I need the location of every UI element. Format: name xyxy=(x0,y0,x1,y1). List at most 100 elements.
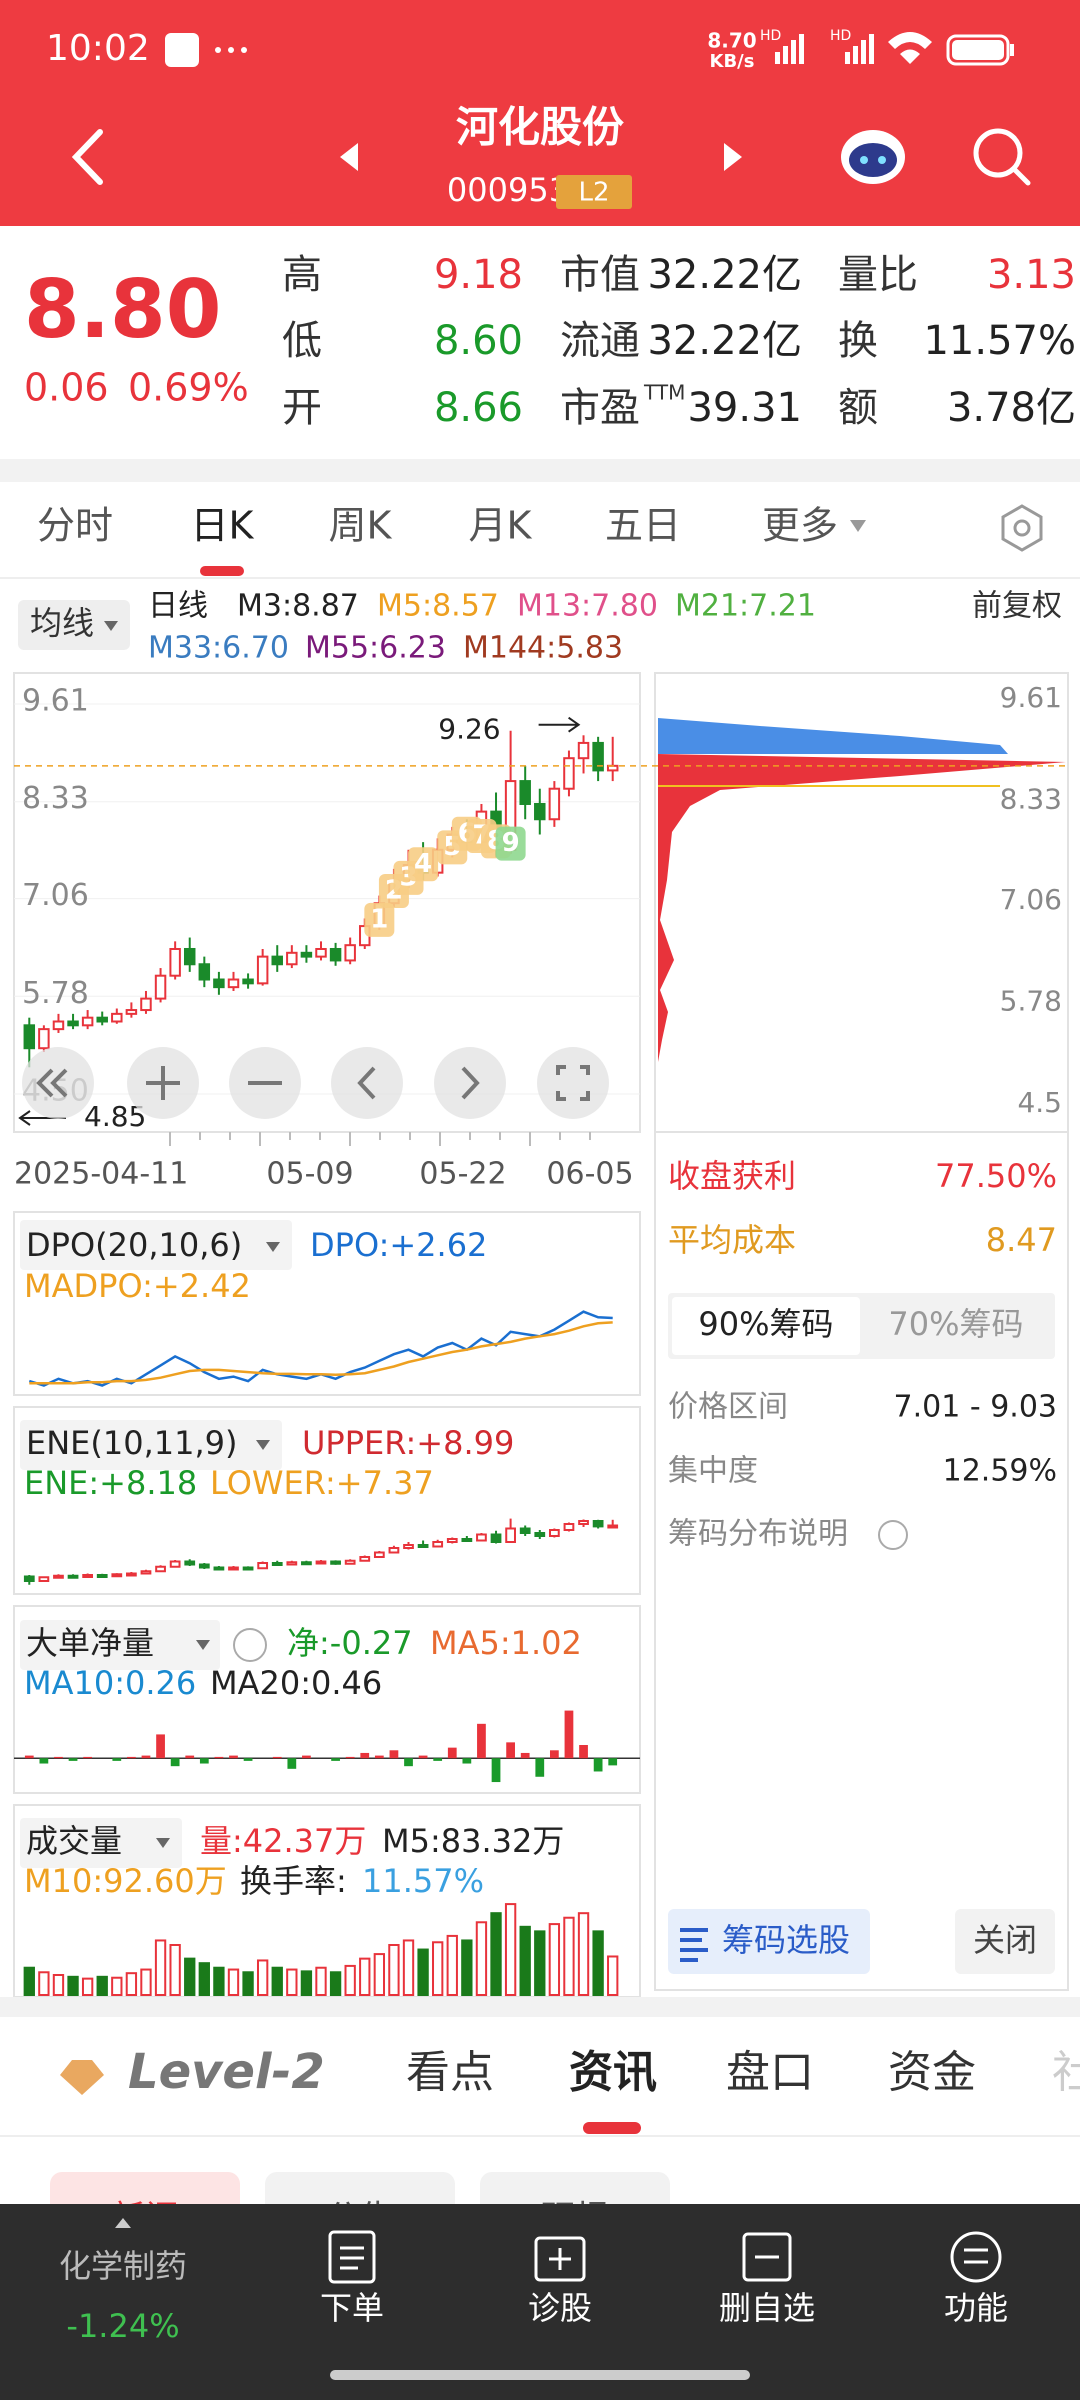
candle-body xyxy=(81,1016,94,1027)
period-tab[interactable]: 月K xyxy=(469,504,533,548)
back-button[interactable] xyxy=(71,129,103,185)
y-tick-label: 5.78 xyxy=(22,976,89,1011)
candle-body xyxy=(169,1560,181,1568)
last-price: 8.80 xyxy=(24,263,221,356)
nav-icons xyxy=(328,2230,1002,2284)
info-tab[interactable]: 资讯 xyxy=(569,2047,657,2098)
nav-item[interactable]: 删自选 xyxy=(719,2289,815,2327)
info-tab[interactable]: 盘口 xyxy=(726,2047,814,2098)
candle-body xyxy=(577,741,590,760)
info-tab[interactable]: 资金 xyxy=(888,2047,976,2098)
info-tab[interactable]: 社 xyxy=(1052,2047,1080,2098)
volume-bar xyxy=(432,1941,444,1996)
net-bar xyxy=(608,1758,618,1766)
close-button[interactable] xyxy=(955,1909,1055,1974)
chart-control[interactable] xyxy=(537,1047,609,1119)
candle-body xyxy=(388,1547,400,1554)
indicator-selector[interactable] xyxy=(20,1620,220,1670)
volume-bar xyxy=(388,1944,400,1996)
chip-tab: 90%筹码 xyxy=(698,1305,833,1343)
candle-body xyxy=(563,1523,575,1531)
next-stock[interactable] xyxy=(724,143,742,171)
separator xyxy=(0,459,1080,482)
volume-bar xyxy=(548,1923,561,1997)
candle-body xyxy=(257,1562,269,1570)
indicator-selector[interactable] xyxy=(20,1220,292,1270)
volume-bar xyxy=(67,1975,79,1997)
net-bar xyxy=(127,1756,136,1759)
volume-bar xyxy=(213,1966,225,1997)
net-bar xyxy=(54,1756,63,1759)
period-tab[interactable]: 五日 xyxy=(605,504,681,548)
nav-item[interactable]: 功能 xyxy=(944,2289,1008,2327)
ma-selector[interactable] xyxy=(18,600,130,650)
candle-body xyxy=(301,1561,312,1566)
list-icon xyxy=(680,1928,708,1962)
candle-body xyxy=(183,947,196,966)
period-tab[interactable]: 日K xyxy=(191,504,255,548)
stat-value: 39.31 xyxy=(687,385,802,431)
settings-icon[interactable] xyxy=(1001,504,1043,552)
help-icon[interactable] xyxy=(233,1628,267,1662)
candle-body xyxy=(548,787,561,821)
candle-body xyxy=(198,1563,210,1569)
sector-name: 化学制药 xyxy=(59,2247,187,2285)
candle-body xyxy=(403,1544,414,1549)
chip-select-button[interactable] xyxy=(668,1909,870,1974)
expand-icon[interactable] xyxy=(115,2218,131,2228)
candle-body xyxy=(53,1574,64,1579)
stat-label: 流通 xyxy=(560,318,640,364)
stat-value: 32.22亿 xyxy=(647,252,802,298)
stat-value: 9.18 xyxy=(434,252,523,298)
big-order-frame xyxy=(13,1605,641,1794)
net-bar xyxy=(302,1755,311,1759)
chart-control[interactable] xyxy=(434,1047,506,1119)
madpo-line xyxy=(29,1321,613,1385)
period-tab[interactable]: 分时 xyxy=(37,504,113,548)
candle-body xyxy=(300,951,313,958)
candle-body xyxy=(126,1572,137,1577)
volume-bar xyxy=(519,1925,531,1997)
period-tab[interactable]: 更多 xyxy=(762,504,838,548)
profit-value: 77.50% xyxy=(935,1157,1057,1195)
net-bar xyxy=(506,1742,515,1759)
help-icon[interactable] xyxy=(878,1520,908,1550)
stat-label: 换 xyxy=(838,318,878,364)
net-bar xyxy=(24,1755,34,1759)
candle-body xyxy=(213,978,225,989)
search-button[interactable] xyxy=(973,128,1031,186)
signal-label: 9 xyxy=(502,828,520,858)
info-tab[interactable]: Level-2 xyxy=(128,2044,325,2100)
prev-stock[interactable] xyxy=(340,143,358,171)
period-tab[interactable]: 周K xyxy=(329,504,393,548)
net-bar xyxy=(39,1758,49,1764)
assistant-icon[interactable] xyxy=(841,130,905,184)
nav-item[interactable]: 诊股 xyxy=(528,2289,592,2327)
signal-badge xyxy=(364,902,395,937)
info-tab[interactable]: 看点 xyxy=(406,2047,494,2098)
indicator-selector[interactable] xyxy=(20,1818,182,1868)
indicator-value: M5:83.32万 xyxy=(382,1822,564,1860)
net-bar xyxy=(229,1755,238,1759)
chip-tab: 70%筹码 xyxy=(888,1305,1023,1343)
net-bar xyxy=(374,1755,384,1759)
stat-value: 11.57% xyxy=(923,318,1076,364)
chart-control[interactable] xyxy=(331,1047,403,1119)
chip-tab-active[interactable] xyxy=(672,1297,860,1355)
volume-bar xyxy=(169,1944,181,1996)
nav-item[interactable]: 下单 xyxy=(320,2289,384,2327)
net-speed-unit: KB/s xyxy=(710,51,755,72)
candle-body xyxy=(563,757,575,790)
x-tick-label: 05-09 xyxy=(266,1157,353,1192)
chart-control[interactable] xyxy=(22,1047,94,1119)
candle-body xyxy=(140,1570,152,1575)
indicator-selector[interactable] xyxy=(20,1420,282,1470)
range-value: 7.01 - 9.03 xyxy=(894,1390,1058,1425)
indicator-value: 11.57% xyxy=(362,1862,484,1900)
chip-y-label: 8.33 xyxy=(1000,782,1062,815)
stat-label: 量比 xyxy=(838,252,918,298)
indicator-value: M10:92.60万 xyxy=(24,1862,227,1900)
volume-bar xyxy=(154,1939,167,1997)
concentration-label: 集中度 xyxy=(668,1454,758,1489)
chip-distribution xyxy=(658,718,1066,1062)
